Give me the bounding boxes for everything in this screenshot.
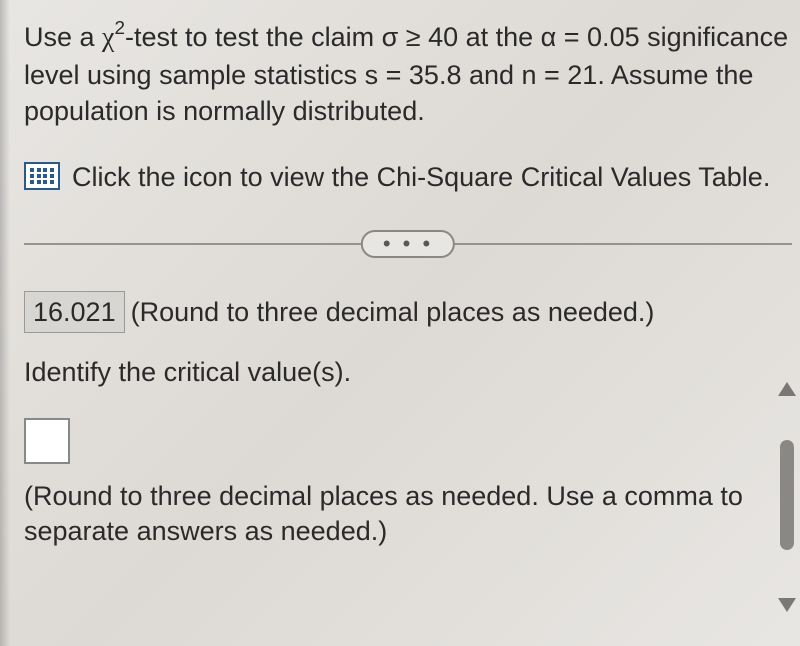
section-divider: • • • — [24, 243, 792, 245]
table-icon[interactable] — [24, 162, 60, 190]
test-statistic-row: 16.021 (Round to three decimal places as… — [24, 291, 792, 333]
table-link-row[interactable]: Click the icon to view the Chi-Square Cr… — [24, 158, 792, 197]
test-statistic-value[interactable]: 16.021 — [24, 291, 125, 333]
critical-value-hint: (Round to three decimal places as needed… — [24, 479, 792, 549]
chi-symbol: χ — [102, 22, 114, 53]
critical-value-prompt: Identify the critical value(s). — [24, 357, 792, 388]
scrollbar-track[interactable] — [780, 380, 794, 600]
test-statistic-hint: (Round to three decimal places as needed… — [131, 294, 655, 330]
left-edge-shadow — [0, 0, 10, 646]
problem-prefix: Use a — [24, 22, 102, 52]
expand-ellipsis-button[interactable]: • • • — [361, 230, 455, 258]
problem-body: -test to test the claim σ ≥ 40 at the α … — [24, 22, 788, 126]
critical-value-input[interactable] — [24, 418, 70, 464]
scroll-down-icon[interactable] — [778, 598, 796, 612]
chi-exponent: 2 — [114, 18, 125, 39]
scrollbar-thumb[interactable] — [780, 440, 794, 550]
table-link-text[interactable]: Click the icon to view the Chi-Square Cr… — [72, 158, 792, 197]
critical-value-input-wrap — [24, 418, 792, 479]
problem-statement: Use a χ2-test to test the claim σ ≥ 40 a… — [24, 18, 792, 130]
